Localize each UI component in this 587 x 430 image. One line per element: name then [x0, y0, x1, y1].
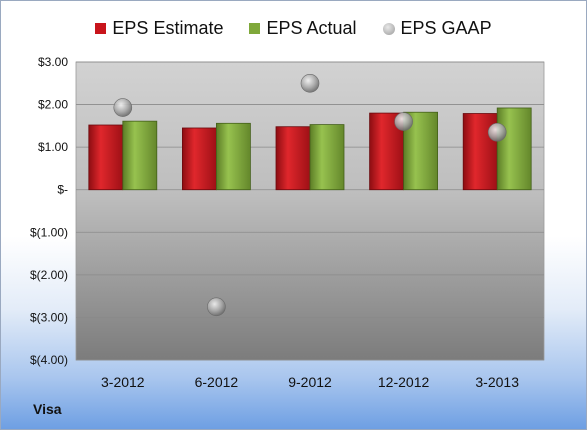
bar-eps-estimate [181, 127, 217, 191]
bar-eps-actual [122, 120, 158, 191]
y-tick-label: $(4.00) [30, 353, 68, 367]
company-name: Visa [33, 401, 62, 417]
marker-eps-gaap [113, 98, 133, 117]
legend-label-actual: EPS Actual [266, 18, 357, 38]
marker-eps-gaap [300, 73, 320, 93]
bar-eps-estimate [275, 126, 311, 191]
plot-area [75, 61, 545, 361]
bar-eps-actual [309, 124, 345, 191]
y-tick-label: $3.00 [38, 55, 68, 69]
x-tick-label: 3-2012 [101, 374, 145, 390]
legend: EPS Estimate EPS Actual EPS GAAP [1, 18, 586, 39]
y-tick-label: $1.00 [38, 140, 68, 154]
legend-item-gaap: EPS GAAP [382, 18, 492, 39]
legend-swatch-actual [249, 23, 261, 34]
bar-eps-actual [496, 107, 532, 191]
bar-eps-actual [215, 122, 251, 191]
y-tick-label: $2.00 [38, 98, 68, 112]
bar-eps-estimate [88, 124, 124, 191]
legend-label-estimate: EPS Estimate [112, 18, 224, 38]
y-tick-label: $(1.00) [30, 225, 68, 239]
x-tick-label: 9-2012 [288, 374, 332, 390]
y-tick-label: $- [57, 183, 68, 197]
legend-label-gaap: EPS GAAP [400, 18, 492, 38]
marker-eps-gaap [207, 297, 226, 317]
legend-item-actual: EPS Actual [249, 18, 357, 39]
x-tick-label: 12-2012 [378, 374, 430, 390]
legend-swatch-gaap [382, 22, 395, 35]
x-tick-label: 3-2013 [475, 374, 519, 390]
legend-item-estimate: EPS Estimate [95, 18, 223, 39]
marker-eps-gaap [487, 122, 507, 142]
x-tick-label: 6-2012 [195, 374, 239, 390]
y-tick-label: $(2.00) [30, 268, 68, 282]
legend-swatch-estimate [95, 23, 107, 34]
y-tick-label: $(3.00) [30, 310, 68, 324]
marker-eps-gaap [394, 112, 413, 131]
